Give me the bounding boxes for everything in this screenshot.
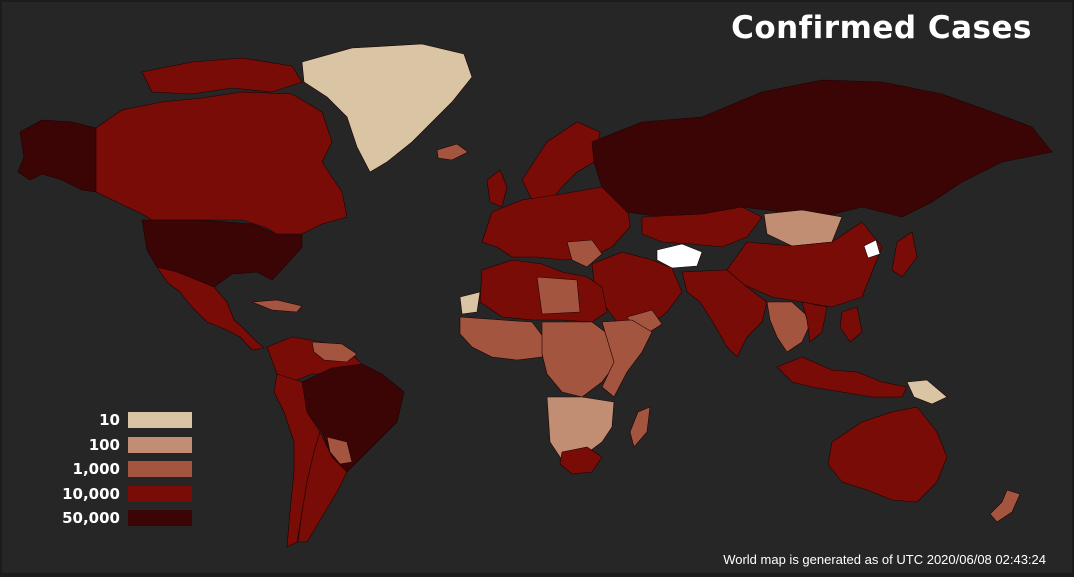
region-brazil[interactable] — [301, 363, 405, 473]
legend-item: 10,000 — [50, 482, 192, 507]
timestamp-footer: World map is generated as of UTC 2020/06… — [723, 552, 1046, 567]
legend-item: 100 — [50, 433, 192, 458]
region-madagascar[interactable] — [629, 406, 651, 448]
region-iceland[interactable] — [436, 143, 469, 161]
region-alaska[interactable] — [17, 119, 97, 193]
legend-label: 100 — [88, 435, 120, 454]
legend-swatch — [128, 485, 192, 502]
region-australia[interactable] — [827, 406, 948, 503]
region-southeast-asia[interactable] — [766, 301, 813, 353]
region-south-asia[interactable] — [681, 269, 768, 358]
region-japan[interactable] — [891, 231, 918, 278]
region-vietnam[interactable] — [801, 301, 828, 343]
region-kazakhstan[interactable] — [641, 206, 763, 248]
region-south-africa[interactable] — [559, 446, 603, 475]
region-new-zealand[interactable] — [989, 489, 1021, 523]
region-arctic-islands[interactable] — [141, 57, 303, 95]
region-mexico[interactable] — [156, 266, 265, 351]
legend-label: 10,000 — [62, 484, 120, 503]
legend-swatch — [128, 510, 192, 527]
legend-label: 10 — [99, 411, 120, 430]
legend-label: 1,000 — [72, 460, 120, 479]
region-paraguay[interactable] — [326, 436, 353, 465]
region-central-africa[interactable] — [541, 321, 618, 398]
legend-swatch — [128, 412, 192, 429]
legend-item: 1,000 — [50, 457, 192, 482]
region-peru-chile[interactable] — [273, 373, 321, 548]
region-uk[interactable] — [486, 169, 508, 208]
region-mongolia[interactable] — [763, 209, 843, 247]
region-southern-africa[interactable] — [546, 396, 615, 461]
region-russia[interactable] — [591, 79, 1053, 218]
region-north-korea[interactable] — [863, 239, 881, 259]
legend-item: 10 — [50, 408, 192, 433]
legend-swatch — [128, 461, 192, 478]
region-greenland[interactable] — [301, 43, 473, 173]
legend-label: 50,000 — [62, 509, 120, 528]
region-east-africa[interactable] — [601, 319, 653, 398]
region-philippines[interactable] — [839, 306, 863, 343]
region-sahara[interactable] — [536, 276, 581, 315]
region-turkmenistan[interactable] — [656, 243, 703, 269]
region-balkans[interactable] — [566, 239, 603, 268]
region-venezuela[interactable] — [311, 341, 358, 363]
region-west-africa[interactable] — [459, 316, 548, 361]
legend-item: 50,000 — [50, 506, 192, 531]
legend: 10 100 1,000 10,000 50,000 — [50, 408, 192, 531]
region-caribbean[interactable] — [251, 299, 303, 313]
region-argentina[interactable] — [297, 431, 348, 543]
region-indonesia[interactable] — [776, 356, 908, 398]
region-western-sahara[interactable] — [459, 291, 481, 315]
region-canada[interactable] — [95, 91, 348, 239]
map-title: Confirmed Cases — [731, 10, 1032, 46]
legend-swatch — [128, 436, 192, 453]
region-png[interactable] — [906, 379, 948, 405]
